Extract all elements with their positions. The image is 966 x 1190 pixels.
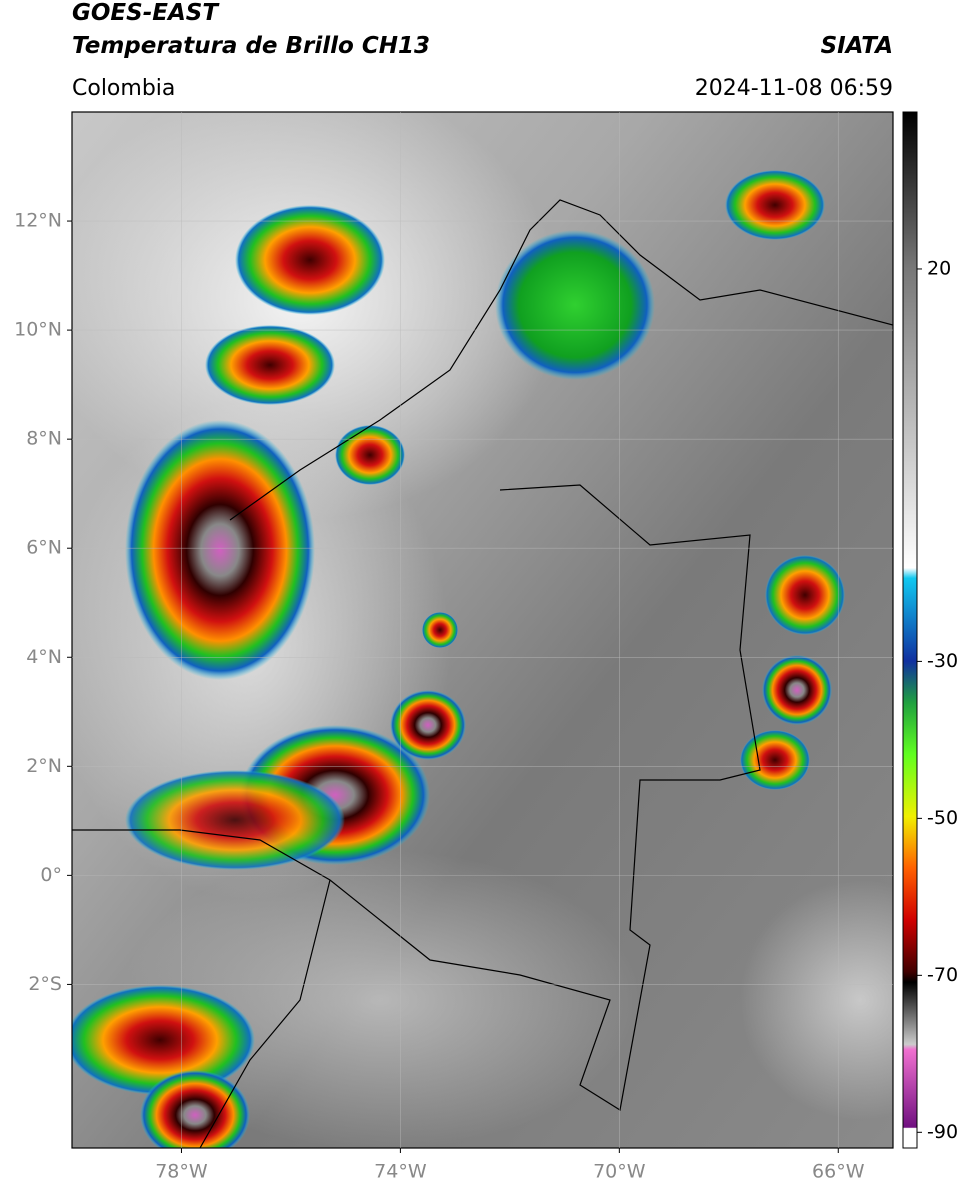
y-tick-label: 2°S <box>28 973 62 995</box>
y-tick-label: 2°N <box>26 755 62 777</box>
satellite-image <box>72 112 893 1148</box>
colorbar-tick-label: -50 <box>927 807 958 829</box>
map-frame <box>71 111 894 1149</box>
x-tick-label: 74°W <box>374 1161 427 1183</box>
datetime: 2024-11-08 06:59 <box>695 76 893 101</box>
y-tick-label: 10°N <box>14 319 62 341</box>
x-tick-label: 70°W <box>593 1161 646 1183</box>
y-tick-label: 12°N <box>14 210 62 232</box>
colorbar-tick-label: -70 <box>927 964 958 986</box>
subtitle: Temperatura de Brillo CH13 <box>72 33 430 59</box>
y-tick-label: 6°N <box>26 537 62 559</box>
y-tick-label: 8°N <box>26 428 62 450</box>
y-tick-label: 0° <box>40 864 62 886</box>
y-tick-label: 4°N <box>26 646 62 668</box>
colorbar-tick-label: -30 <box>927 650 958 672</box>
title: GOES-EAST <box>72 0 220 26</box>
x-tick-label: 78°W <box>155 1161 208 1183</box>
x-tick-label: 66°W <box>812 1161 865 1183</box>
colorbar <box>902 111 918 1149</box>
source: SIATA <box>821 33 893 59</box>
colorbar-tick-label: 20 <box>927 257 951 279</box>
region: Colombia <box>72 76 175 101</box>
colorbar-tick-label: -90 <box>927 1121 958 1143</box>
